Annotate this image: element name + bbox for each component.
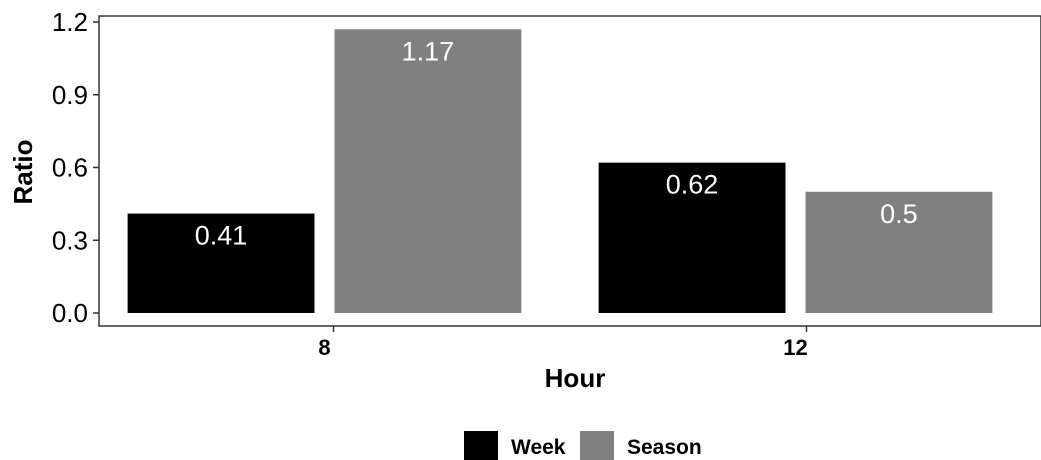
y-tick-label: 0.3	[52, 225, 88, 255]
y-axis: 0.0 0.3 0.6 0.9 1.2	[52, 7, 99, 328]
bar-season-12	[805, 191, 993, 313]
legend: Week Season	[464, 431, 702, 460]
legend-label-week: Week	[511, 436, 566, 459]
data-label: 0.5	[880, 199, 918, 229]
legend-key-season	[580, 431, 614, 460]
plot-border	[98, 15, 1041, 327]
y-tick-label: 0.0	[52, 298, 88, 328]
y-axis-title: Ratio	[8, 140, 38, 205]
y-tick-label: 1.2	[52, 7, 88, 37]
data-label: 1.17	[402, 36, 455, 66]
x-tick-label: 8	[318, 335, 330, 360]
y-tick-label: 0.6	[52, 153, 88, 183]
data-label: 0.41	[195, 221, 248, 251]
x-axis-title: Hour	[545, 363, 606, 393]
legend-label-season: Season	[627, 436, 702, 459]
plot-area: 0.41 1.17 0.62 0.5	[98, 15, 1041, 327]
data-label: 0.62	[666, 170, 719, 200]
legend-key-week	[464, 431, 498, 460]
bar-week-8	[127, 213, 315, 313]
y-tick-label: 0.9	[52, 80, 88, 110]
bar-season-8	[334, 29, 522, 314]
bar-week-12	[598, 162, 786, 313]
x-tick-label: 12	[783, 335, 807, 360]
x-axis: 8 12	[318, 326, 808, 360]
